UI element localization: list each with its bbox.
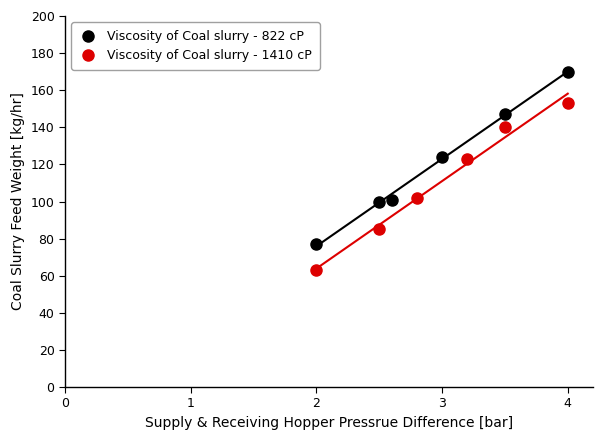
X-axis label: Supply & Receiving Hopper Pressrue Difference [bar]: Supply & Receiving Hopper Pressrue Diffe… — [145, 416, 513, 430]
Viscosity of Coal slurry - 1410 cP — [563, 100, 573, 107]
Viscosity of Coal slurry - 822 cP — [387, 196, 397, 203]
Viscosity of Coal slurry - 1410 cP — [500, 124, 510, 131]
Viscosity of Coal slurry - 1410 cP — [374, 226, 384, 233]
Viscosity of Coal slurry - 1410 cP — [462, 155, 472, 162]
Legend: Viscosity of Coal slurry - 822 cP, Viscosity of Coal slurry - 1410 cP: Viscosity of Coal slurry - 822 cP, Visco… — [71, 22, 320, 70]
Viscosity of Coal slurry - 1410 cP — [412, 194, 422, 202]
Viscosity of Coal slurry - 822 cP — [500, 111, 510, 118]
Viscosity of Coal slurry - 822 cP — [563, 68, 573, 75]
Y-axis label: Coal Slurry Feed Weight [kg/hr]: Coal Slurry Feed Weight [kg/hr] — [11, 93, 25, 310]
Viscosity of Coal slurry - 822 cP — [374, 198, 384, 205]
Viscosity of Coal slurry - 822 cP — [437, 153, 447, 161]
Viscosity of Coal slurry - 1410 cP — [312, 267, 321, 274]
Viscosity of Coal slurry - 822 cP — [312, 241, 321, 248]
